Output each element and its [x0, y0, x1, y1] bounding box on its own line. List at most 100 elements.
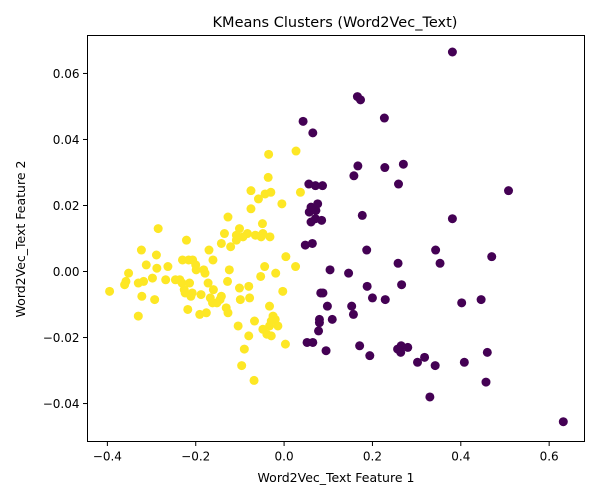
data-point [277, 199, 287, 209]
data-point [249, 316, 259, 326]
data-point [177, 255, 187, 265]
data-point [482, 347, 492, 357]
data-point [314, 326, 324, 336]
data-point [238, 232, 248, 242]
data-point [431, 245, 441, 255]
data-point [237, 361, 247, 371]
data-point [295, 187, 305, 197]
data-point [349, 171, 359, 181]
data-point [558, 417, 568, 427]
chart-title: KMeans Clusters (Word2Vec_Text) [213, 15, 458, 31]
data-point [307, 238, 317, 248]
data-point [322, 301, 332, 311]
y-tick-label: −0.02 [43, 331, 80, 345]
data-point [317, 215, 327, 225]
data-point [398, 159, 408, 169]
data-point [246, 204, 256, 214]
plot-area [105, 47, 568, 427]
data-point [181, 235, 191, 245]
data-point [481, 377, 491, 387]
data-point [257, 219, 267, 229]
data-point [246, 186, 256, 196]
data-point [435, 258, 445, 268]
data-point [219, 229, 229, 239]
y-tick-label: 0.00 [53, 265, 80, 279]
data-point [447, 47, 457, 57]
data-point [147, 273, 157, 283]
data-point [141, 260, 151, 270]
data-point [308, 128, 318, 138]
data-point [152, 263, 162, 273]
data-point [239, 344, 249, 354]
data-point [476, 295, 486, 305]
data-point [208, 255, 218, 265]
data-point [397, 280, 407, 290]
data-point [271, 268, 281, 278]
data-point [133, 311, 143, 321]
data-point [196, 290, 206, 300]
data-point [266, 316, 276, 326]
data-point [208, 285, 218, 295]
data-point [244, 331, 254, 341]
data-point [265, 232, 275, 242]
data-point [223, 276, 233, 286]
data-point [223, 308, 233, 318]
data-point [281, 252, 291, 262]
data-point [321, 346, 331, 356]
data-point [273, 321, 283, 331]
y-axis-label: Word2Vec_Text Feature 2 [13, 161, 28, 318]
data-point [344, 268, 354, 278]
data-point [357, 210, 367, 220]
data-point [403, 342, 413, 352]
data-point [253, 194, 263, 204]
data-point [216, 238, 226, 248]
data-point [327, 314, 337, 324]
data-point [362, 281, 372, 291]
data-point [313, 199, 323, 209]
data-point [459, 357, 469, 367]
data-point [234, 283, 244, 293]
data-point [151, 250, 161, 260]
data-point [191, 265, 201, 275]
data-point [199, 265, 209, 275]
data-point [393, 258, 403, 268]
x-axis: −0.4 −0.2 0.0 0.2 0.4 0.6 [93, 441, 559, 464]
y-axis: −0.04 −0.02 0.00 0.02 0.04 0.06 [43, 67, 88, 411]
x-axis-label: Word2Vec_Text Feature 1 [258, 470, 415, 485]
data-point [413, 357, 423, 367]
y-tick-label: 0.06 [53, 67, 80, 81]
data-point [224, 265, 234, 275]
x-tick-label: 0.2 [363, 450, 382, 464]
data-point [244, 281, 254, 291]
data-point [457, 298, 467, 308]
data-point [201, 308, 211, 318]
data-point [186, 291, 196, 301]
cluster-series-1 [105, 146, 305, 385]
data-point [420, 352, 430, 362]
data-point [504, 186, 514, 196]
data-point [133, 278, 143, 288]
data-point [163, 262, 173, 272]
data-point [204, 245, 214, 255]
data-point [260, 189, 270, 199]
data-point [308, 337, 318, 347]
data-point [153, 224, 163, 234]
plot-frame [87, 35, 585, 442]
data-point [203, 278, 213, 288]
y-tick-label: 0.02 [53, 199, 80, 213]
data-point [264, 149, 274, 159]
data-point [231, 235, 241, 245]
data-point [447, 214, 457, 224]
data-point [430, 361, 440, 371]
data-point [425, 392, 435, 402]
data-point [291, 146, 301, 156]
data-point [262, 329, 272, 339]
data-point [396, 347, 406, 357]
data-point [318, 181, 328, 191]
data-point [226, 242, 236, 252]
data-point [263, 172, 273, 182]
data-point [161, 275, 171, 285]
x-tick-label: −0.2 [181, 450, 210, 464]
data-point [245, 293, 255, 303]
data-point [256, 271, 266, 281]
